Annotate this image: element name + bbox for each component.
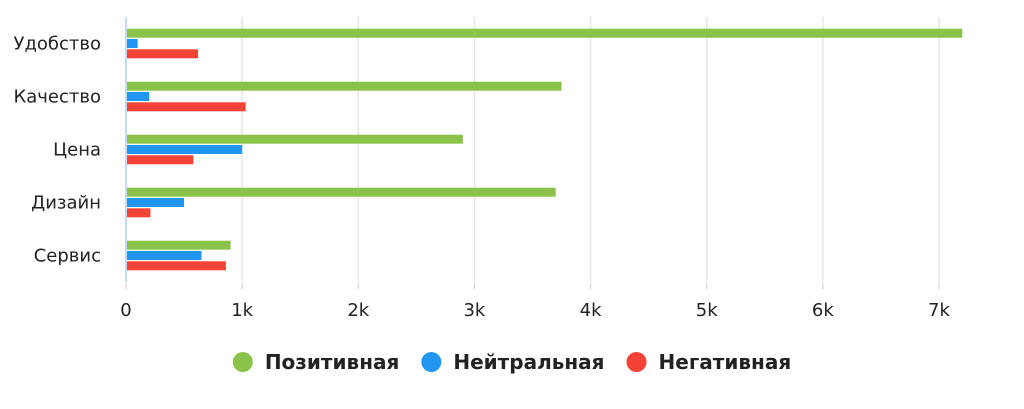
x-tick-label: 3k	[463, 300, 485, 321]
legend-label: Позитивная	[265, 350, 400, 374]
bar-neutral[interactable]	[126, 198, 185, 207]
bar-neutral[interactable]	[126, 92, 150, 101]
category-label: Дизайн	[31, 193, 101, 214]
legend-marker	[232, 352, 253, 372]
x-tick-label: 4k	[580, 300, 602, 321]
bar-positive[interactable]	[126, 134, 463, 144]
legend-item[interactable]: Позитивная	[232, 350, 400, 374]
category-label: Качество	[13, 87, 101, 108]
legend-marker	[421, 352, 442, 372]
x-tick-label: 6k	[812, 300, 834, 321]
legend-label: Негативная	[659, 350, 792, 374]
bar-neutral[interactable]	[126, 251, 202, 260]
bar-negative[interactable]	[126, 102, 246, 112]
bar-negative[interactable]	[126, 155, 194, 165]
bar-negative[interactable]	[126, 49, 199, 59]
category-labels: Удобство Качество Цена Дизайн Сервис	[13, 34, 101, 267]
bar-positive[interactable]	[126, 187, 556, 197]
legend-item[interactable]: Нейтральная	[421, 350, 605, 374]
x-tick-labels: 0 1k 2k 3k 4k 5k 6k 7k	[120, 300, 950, 321]
bars	[126, 28, 963, 271]
legend-marker	[626, 352, 647, 372]
category-label: Сервис	[34, 246, 101, 267]
legend-label: Нейтральная	[453, 350, 604, 374]
category-label: Цена	[53, 140, 101, 161]
x-tick-label: 2k	[347, 300, 369, 321]
x-tick-label: 5k	[696, 300, 718, 321]
bar-positive[interactable]	[126, 81, 562, 91]
x-tick-label: 7k	[928, 300, 950, 321]
bar-negative[interactable]	[126, 261, 226, 271]
bar-positive[interactable]	[126, 28, 963, 38]
gridlines	[125, 17, 940, 289]
bar-neutral[interactable]	[126, 145, 243, 154]
legend-item[interactable]: Негативная	[626, 350, 792, 374]
bar-negative[interactable]	[126, 208, 151, 218]
x-tick-label: 1k	[231, 300, 253, 321]
bar-positive[interactable]	[126, 240, 231, 250]
bar-neutral[interactable]	[126, 39, 138, 48]
legend[interactable]: Позитивная Нейтральная Негативная	[232, 350, 792, 374]
x-tick-label: 0	[120, 300, 131, 321]
category-label: Удобство	[13, 34, 101, 55]
